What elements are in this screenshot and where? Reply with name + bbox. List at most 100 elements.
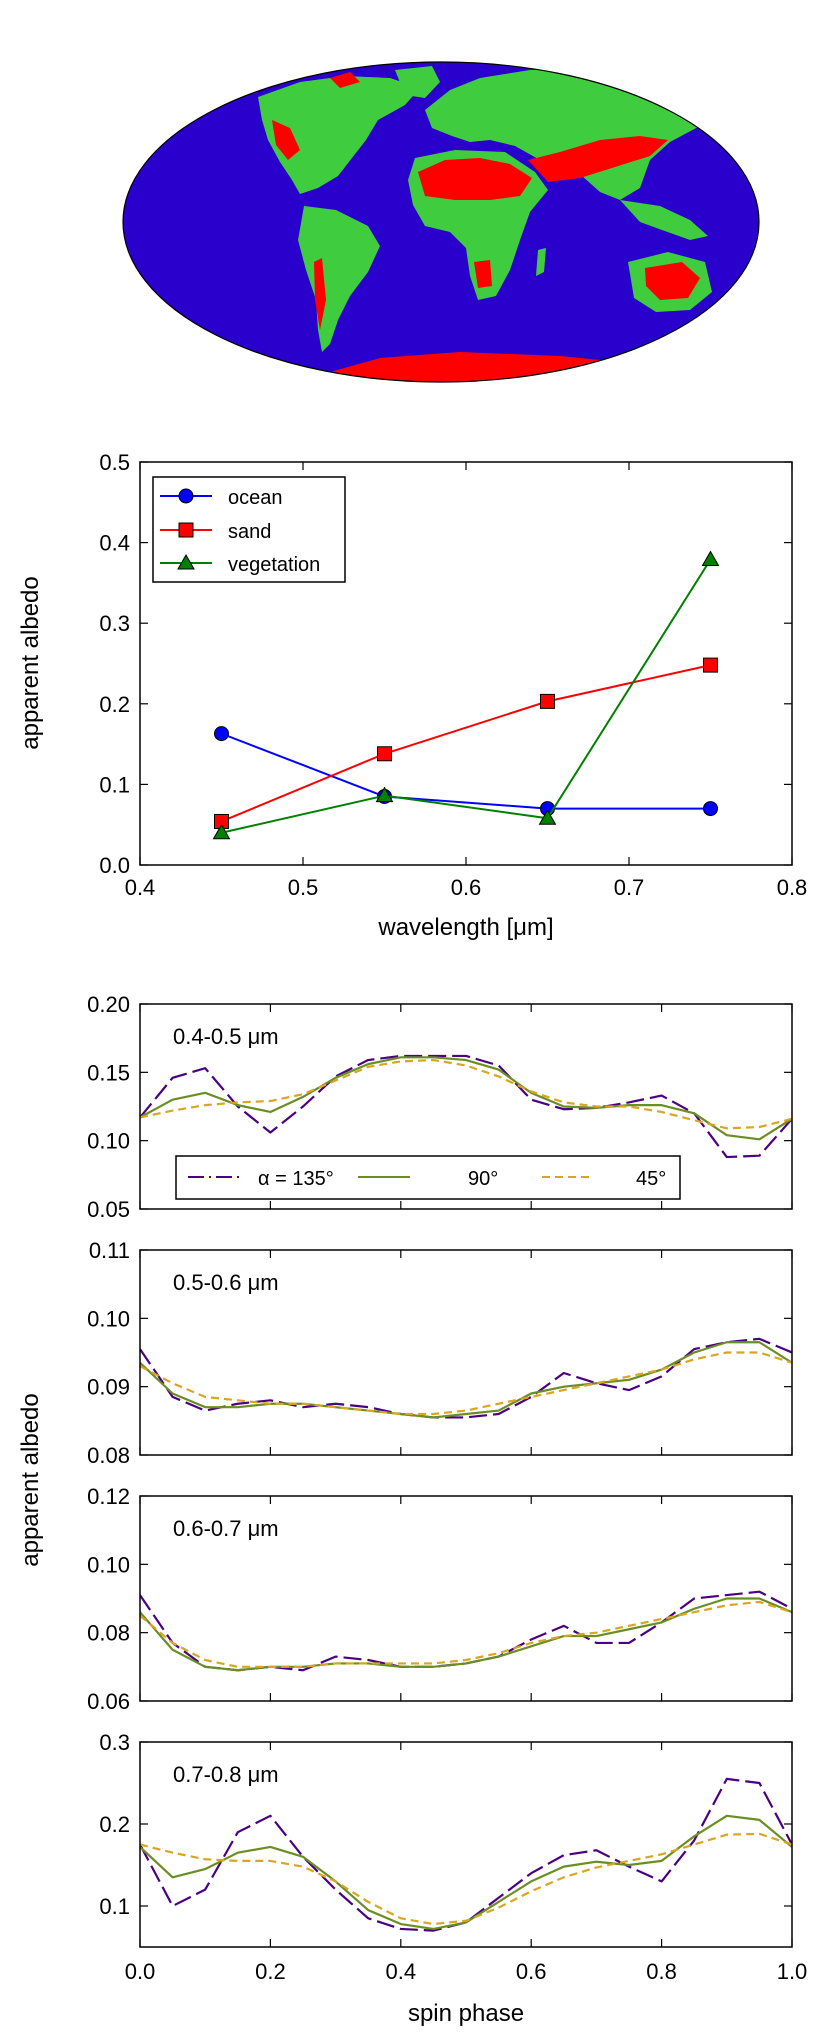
phase-line-solid — [140, 1597, 792, 1672]
phase-xtick-label: 0.6 — [516, 1959, 547, 1984]
land-madagascar — [536, 248, 546, 276]
ocean-point — [214, 726, 229, 742]
spectrum-xlabel: wavelength [μm] — [377, 914, 553, 941]
land-southeast-asia — [620, 200, 708, 240]
spectrum-xtick-label: 0.5 — [288, 875, 319, 900]
phase-ytick-label: 0.2 — [99, 1812, 130, 1837]
sand-point — [377, 746, 392, 762]
phase-ytick-label: 0.1 — [99, 1894, 130, 1919]
ocean-point — [703, 801, 718, 817]
spectrum-chart: 0.4 0.5 0.6 0.7 0.8 0.0 0.1 0.2 0.3 0.4 0.5 wavele… — [17, 450, 807, 941]
vegetation-point — [212, 823, 231, 840]
phase-panel-label: 0.4-0.5 μm — [173, 1024, 279, 1049]
phase-ytick-label: 0.08 — [87, 1621, 130, 1646]
legend-90-label: 90° — [468, 1168, 498, 1190]
sand-antarctica — [330, 352, 700, 382]
phase-line-solid — [140, 1056, 792, 1141]
spectrum-xtick-label: 0.8 — [777, 875, 808, 900]
phase-panels-ylabel: apparent albedo — [17, 1393, 44, 1566]
phase-ytick-label: 0.20 — [87, 992, 130, 1017]
phase-xtick-label: 0.4 — [386, 1959, 417, 1984]
map-outline — [122, 61, 760, 383]
legend-135-label: α = 135° — [258, 1168, 334, 1190]
spectrum-ytick-label: 0.0 — [99, 853, 130, 878]
spectrum-line-sand — [221, 664, 711, 823]
sand-point — [540, 693, 555, 709]
phase-line-short — [140, 1600, 792, 1668]
world-map — [122, 61, 760, 383]
sand-south-africa — [474, 260, 492, 288]
phase-panel-label: 0.5-0.6 μm — [173, 1270, 279, 1295]
spectrum-ytick-label: 0.3 — [99, 611, 130, 636]
land-north-america — [258, 76, 420, 194]
phase-panel-frame — [139, 1495, 793, 1702]
phase-panels-xlabel: spin phase — [408, 2000, 524, 2027]
spectrum-line-ocean — [221, 732, 711, 810]
phase-panel-frame — [139, 1003, 793, 1210]
phase-panel-2: 0.08 0.09 0.10 0.11 0.5-0.6 μm — [87, 1238, 793, 1468]
phase-ytick-label: 0.08 — [87, 1443, 130, 1468]
spectrum-xtick-label: 0.7 — [614, 875, 645, 900]
phase-ytick-label: 0.12 — [87, 1484, 130, 1509]
land-eurasia — [425, 68, 712, 200]
phase-legend: α = 135° 90° 45° — [175, 1155, 681, 1200]
sand-north-europe — [330, 72, 360, 88]
spectrum-ticks: 0.4 0.5 0.6 0.7 0.8 0.0 0.1 0.2 0.3 0.4 0.5 — [99, 450, 807, 900]
phase-panel-frame — [139, 1741, 793, 1948]
vegetation-point — [701, 550, 720, 567]
phase-ytick-label: 0.09 — [87, 1375, 130, 1400]
sand-andes — [314, 258, 326, 330]
phase-xtick-label: 0.0 — [125, 1959, 156, 1984]
sand-australia — [645, 262, 700, 300]
phase-ytick-label: 0.10 — [87, 1129, 130, 1154]
phase-ytick-label: 0.06 — [87, 1689, 130, 1714]
spectrum-ylabel: apparent albedo — [17, 576, 44, 749]
sand-point — [703, 657, 718, 673]
phase-xtick-label: 0.2 — [255, 1959, 286, 1984]
land-greenland — [395, 66, 440, 98]
phase-series-group — [140, 1777, 792, 1932]
phase-curve-panels: 0.05 0.10 0.15 0.20 0.4-0.5 μm 0.08 0.09 0.10 0.… — [87, 992, 807, 1984]
phase-ytick-label: 0.10 — [87, 1552, 130, 1577]
sand-north-america — [272, 120, 300, 160]
spectrum-ytick-label: 0.1 — [99, 772, 130, 797]
phase-series-group — [140, 1054, 792, 1159]
phase-ytick-label: 0.05 — [87, 1197, 130, 1222]
legend-vegetation-label: vegetation — [228, 554, 320, 576]
spectrum-legend: ocean sand vegetation — [152, 476, 346, 583]
legend-sand-marker — [178, 522, 194, 538]
vegetation-point — [538, 809, 557, 825]
spectrum-ytick-label: 0.2 — [99, 692, 130, 717]
phase-panel-frame — [139, 1249, 793, 1456]
phase-panel-3: 0.06 0.08 0.10 0.12 0.6-0.7 μm — [87, 1484, 793, 1714]
legend-vegetation-marker — [177, 553, 195, 570]
phase-line-short — [140, 1832, 792, 1926]
phase-line-long — [140, 1337, 792, 1419]
legend-sand-label: sand — [228, 521, 271, 543]
phase-line-short — [140, 1058, 792, 1130]
vegetation-point — [375, 786, 394, 803]
phase-series-group — [140, 1590, 792, 1672]
spectrum-xtick-label: 0.6 — [451, 875, 482, 900]
legend-45-label: 45° — [636, 1168, 666, 1190]
phase-ytick-label: 0.10 — [87, 1306, 130, 1331]
spectrum-series — [212, 550, 720, 840]
phase-panel-background — [140, 1250, 792, 1455]
phase-panel-label: 0.7-0.8 μm — [173, 1762, 279, 1787]
phase-ytick-label: 0.15 — [87, 1060, 130, 1085]
spectrum-line-vegetation — [221, 558, 712, 834]
phase-xtick-label: 0.8 — [646, 1959, 677, 1984]
phase-line-long — [140, 1777, 792, 1932]
phase-line-solid — [140, 1814, 792, 1931]
phase-panel-4: 0.1 0.2 0.3 0.7-0.8 μm 0.0 0.2 0.4 0.6 0.8 1.0 — [99, 1730, 807, 1984]
phase-line-solid — [140, 1341, 792, 1419]
phase-xtick-label: 1.0 — [777, 1959, 808, 1984]
legend-ocean-marker — [178, 488, 194, 504]
phase-ytick-label: 0.3 — [99, 1730, 130, 1755]
phase-legend-box — [175, 1155, 681, 1200]
phase-series-group — [140, 1337, 792, 1419]
phase-line-long — [140, 1054, 792, 1159]
spectrum-xtick-label: 0.4 — [125, 875, 156, 900]
spectrum-ytick-label: 0.5 — [99, 450, 130, 475]
